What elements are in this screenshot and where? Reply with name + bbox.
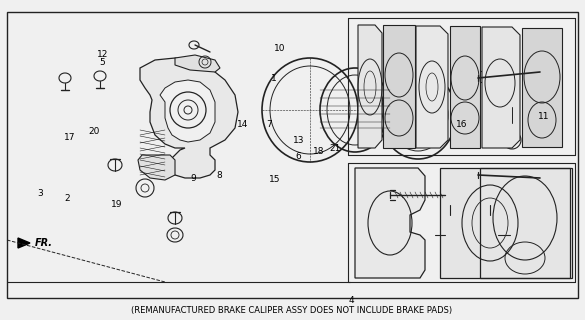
Text: 17: 17	[64, 133, 76, 142]
Text: 9: 9	[190, 174, 196, 183]
Bar	[530, 170, 552, 186]
Text: 10: 10	[274, 44, 285, 53]
Text: 6: 6	[295, 152, 301, 161]
Text: 1: 1	[271, 74, 277, 83]
Bar	[470, 71, 484, 82]
Polygon shape	[383, 25, 415, 148]
Polygon shape	[18, 238, 30, 248]
Text: 19: 19	[111, 200, 123, 209]
Polygon shape	[455, 262, 491, 278]
Polygon shape	[138, 155, 175, 180]
Polygon shape	[450, 26, 480, 148]
Text: 11: 11	[538, 112, 550, 121]
Polygon shape	[522, 28, 562, 147]
Text: 15: 15	[269, 175, 281, 184]
Text: 2: 2	[64, 194, 70, 203]
Bar	[560, 168, 570, 176]
Polygon shape	[416, 26, 448, 148]
Polygon shape	[445, 215, 498, 262]
Text: 13: 13	[292, 136, 304, 145]
Text: FR.: FR.	[35, 238, 53, 248]
Text: 8: 8	[216, 171, 222, 180]
Text: 4: 4	[348, 296, 354, 305]
Text: 12: 12	[97, 50, 108, 59]
Polygon shape	[482, 27, 520, 148]
Text: 20: 20	[88, 127, 99, 136]
Text: 21: 21	[329, 144, 341, 153]
Bar	[7, 12, 578, 298]
Text: 3: 3	[37, 189, 43, 198]
Polygon shape	[358, 25, 382, 148]
Text: 16: 16	[456, 120, 468, 129]
Polygon shape	[355, 168, 425, 278]
Polygon shape	[440, 168, 570, 278]
Bar	[470, 171, 484, 182]
Text: 14: 14	[237, 120, 249, 129]
Polygon shape	[175, 55, 220, 72]
Text: 18: 18	[313, 148, 325, 156]
Polygon shape	[160, 80, 215, 142]
Polygon shape	[140, 58, 238, 178]
Text: 5: 5	[99, 58, 105, 67]
Text: 7: 7	[266, 120, 272, 129]
Text: (REMANUFACTURED BRAKE CALIPER ASSY DOES NOT INCLUDE BRAKE PADS): (REMANUFACTURED BRAKE CALIPER ASSY DOES …	[132, 306, 453, 315]
